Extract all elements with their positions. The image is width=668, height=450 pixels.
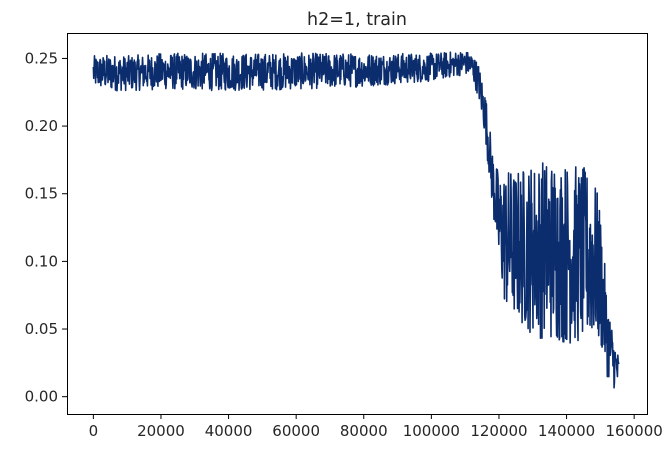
- y-axis: 0.00 0.05 0.10 0.15 0.20 0.25: [25, 49, 67, 406]
- x-axis: 0 20000 40000 60000 80000 100000 120000 140000 1…: [89, 414, 663, 440]
- x-tick-label: 20000: [137, 422, 185, 440]
- y-tick-label: 0.00: [25, 388, 58, 406]
- x-tick-label: 60000: [272, 422, 320, 440]
- series-line: [92, 51, 620, 389]
- x-tick-label: 40000: [205, 422, 253, 440]
- y-tick-label: 0.15: [25, 185, 58, 203]
- x-tick-label: 160000: [606, 422, 663, 440]
- x-tick-label: 120000: [470, 422, 527, 440]
- y-tick-label: 0.05: [25, 320, 58, 338]
- x-tick-label: 140000: [538, 422, 595, 440]
- x-tick-label: 100000: [403, 422, 460, 440]
- y-tick-label: 0.25: [25, 49, 58, 67]
- y-tick-label: 0.20: [25, 117, 58, 135]
- plot-frame: [67, 33, 648, 415]
- x-tick-label: 80000: [340, 422, 388, 440]
- x-tick-label: 0: [89, 422, 99, 440]
- plot-series: [92, 51, 620, 389]
- chart-title: h2=1, train: [307, 10, 407, 30]
- y-tick-label: 0.10: [25, 252, 58, 270]
